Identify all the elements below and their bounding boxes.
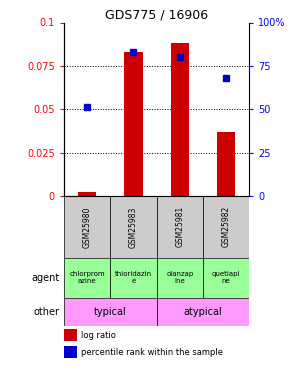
Text: GSM25983: GSM25983 [129, 206, 138, 248]
Bar [124, 52, 143, 196]
Text: GSM25980: GSM25980 [82, 206, 92, 248]
Text: quetiapi
ne: quetiapi ne [212, 272, 240, 285]
Bar [110, 196, 157, 258]
Text: log ratio: log ratio [81, 331, 115, 340]
Text: percentile rank within the sample: percentile rank within the sample [81, 348, 222, 357]
Bar [157, 298, 249, 326]
Bar [157, 196, 203, 258]
Bar [64, 298, 157, 326]
Text: typical: typical [94, 307, 126, 317]
Text: atypical: atypical [184, 307, 222, 317]
Text: GSM25982: GSM25982 [222, 206, 231, 248]
Bar [203, 196, 249, 258]
Bar [217, 132, 235, 196]
Bar [64, 196, 110, 258]
Text: GSM25981: GSM25981 [175, 206, 184, 248]
Text: chlorprom
azine: chlorprom azine [69, 272, 105, 285]
Bar [110, 258, 157, 298]
Title: GDS775 / 16906: GDS775 / 16906 [105, 8, 208, 21]
Bar [157, 258, 203, 298]
Bar [78, 192, 96, 196]
Text: agent: agent [31, 273, 59, 283]
Bar [64, 258, 110, 298]
Text: other: other [33, 307, 59, 317]
Bar [171, 43, 189, 196]
Bar [203, 258, 249, 298]
Bar [64, 329, 77, 341]
Text: thioridazin
e: thioridazin e [115, 272, 152, 285]
Text: olanzap
ine: olanzap ine [166, 272, 193, 285]
Bar [64, 346, 77, 358]
